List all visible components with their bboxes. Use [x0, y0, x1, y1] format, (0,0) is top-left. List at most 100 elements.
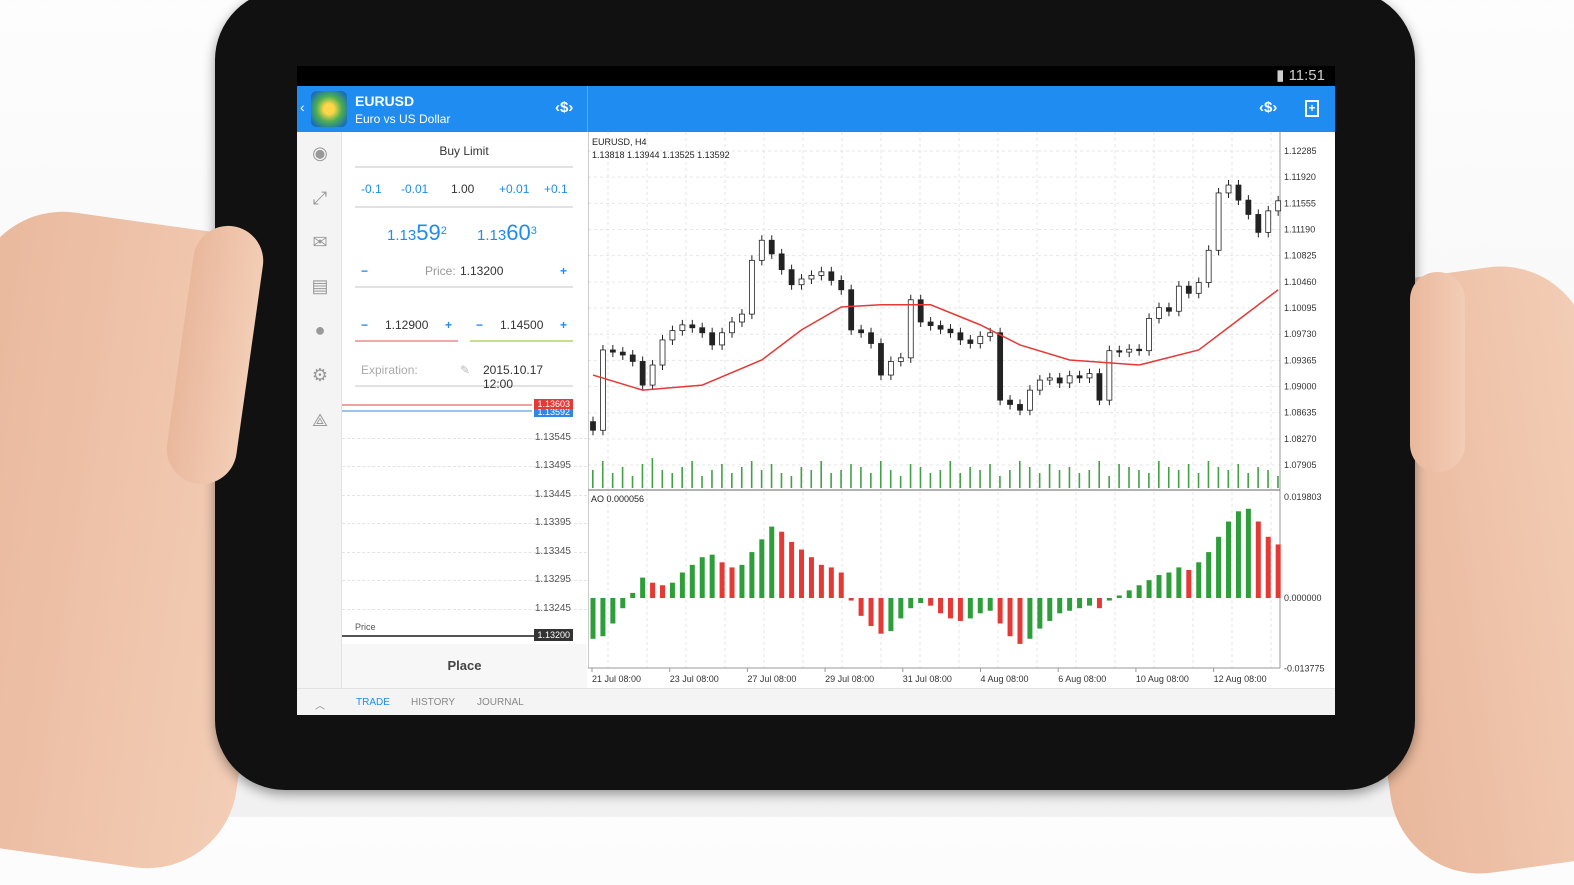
sl-minus-button[interactable]: − — [361, 318, 369, 332]
ao-bar — [1186, 569, 1192, 598]
candle-body — [947, 328, 954, 334]
y-tick-label: 1.11190 — [1284, 225, 1315, 235]
expiration-label: Expiration: — [361, 363, 418, 377]
tab-trade[interactable]: TRADE — [356, 697, 390, 708]
candle-body — [739, 313, 745, 323]
symbol-name[interactable]: EURUSD — [355, 93, 415, 109]
price-minus-button[interactable]: − — [361, 264, 369, 278]
ao-bar — [957, 598, 963, 621]
candle-body — [1007, 399, 1013, 405]
tab-journal[interactable]: JOURNAL — [477, 697, 524, 708]
ladder-level: 1.13345 — [342, 546, 587, 557]
settings-icon[interactable]: ⚙ — [311, 365, 329, 385]
price-input[interactable]: 1.13200 — [460, 264, 504, 278]
currency-exchange-icon[interactable]: ‹$› — [555, 99, 574, 116]
take-profit-stepper: − 1.14500 + — [470, 318, 573, 342]
bid-tag: 1.13592 — [534, 407, 573, 417]
ao-bar — [739, 564, 745, 598]
ao-bar — [1037, 598, 1043, 629]
bid-line — [342, 410, 532, 412]
moving-average-line — [592, 289, 1279, 391]
currency-exchange-icon[interactable]: ‹$› — [1259, 99, 1278, 116]
expiration-value[interactable]: 2015.10.17 12:00 — [483, 363, 544, 391]
candle-body — [1205, 249, 1212, 283]
candle-body — [957, 332, 964, 341]
ao-bar — [908, 598, 914, 609]
candle-body — [1245, 199, 1252, 215]
ladder-level: 1.13445 — [342, 489, 587, 500]
ao-bar — [600, 598, 606, 637]
volume-bar — [621, 467, 624, 488]
ao-bar — [1196, 562, 1202, 598]
ao-bar — [1265, 536, 1271, 598]
candle-body — [679, 324, 686, 332]
new-order-icon[interactable]: + — [1305, 100, 1319, 117]
pencil-icon: ✎ — [460, 363, 471, 377]
x-tick-label: 12 Aug 08:00 — [1214, 674, 1267, 684]
community-icon[interactable]: ⟁ — [311, 410, 329, 430]
sl-plus-button[interactable]: + — [444, 318, 452, 332]
volume-bar — [969, 467, 971, 488]
candle-body — [629, 354, 636, 362]
volume-plus-0.1[interactable]: +0.1 — [544, 182, 568, 196]
ao-bar — [1166, 572, 1172, 598]
order-type-select[interactable]: Buy Limit — [355, 144, 573, 168]
candle-body — [748, 259, 755, 315]
x-tick-label: 4 Aug 08:00 — [981, 674, 1029, 684]
price-chart[interactable]: 1.12285 1.11920 1.11555 1.11190 1.10825 1.104… — [588, 132, 1335, 688]
volume-bar — [721, 464, 723, 488]
take-profit-input[interactable]: 1.14500 — [500, 318, 544, 332]
volume-bar — [770, 464, 773, 488]
stop-loss-input[interactable]: 1.12900 — [385, 318, 429, 332]
ao-bar — [1087, 598, 1092, 606]
candle-body — [808, 274, 815, 280]
candle-body — [1096, 373, 1103, 401]
ao-bar — [759, 539, 765, 598]
candle-body — [1027, 389, 1033, 411]
ao-bar — [1077, 598, 1083, 609]
candle-body — [937, 325, 944, 330]
tp-plus-button[interactable]: + — [559, 318, 567, 332]
price-line[interactable] — [342, 635, 572, 637]
volume-bar — [820, 461, 822, 488]
y-tick-label: 1.08270 — [1284, 434, 1317, 444]
volume-minus-0.01[interactable]: -0.01 — [401, 182, 429, 196]
ao-bar — [689, 564, 695, 598]
chevron-up-icon[interactable]: ︿ — [315, 701, 325, 712]
expiration-field[interactable]: Expiration: ✎ 2015.10.17 12:00 — [355, 363, 573, 391]
trade-icon[interactable]: ⤢ — [312, 188, 328, 208]
mail-icon[interactable]: ✉ — [312, 232, 328, 252]
volume-plus-0.01[interactable]: +0.01 — [499, 182, 530, 196]
y-tick-label: 1.12285 — [1284, 146, 1317, 156]
battery-icon: ▮ — [1276, 67, 1289, 84]
ao-tick-label: 0.000000 — [1284, 593, 1322, 603]
place-button[interactable]: Place — [342, 644, 587, 688]
price-plus-button[interactable]: + — [559, 264, 567, 278]
candle-body — [639, 361, 646, 386]
candle-body — [758, 239, 765, 261]
volume-minus-0.1[interactable]: -0.1 — [361, 182, 382, 196]
candle-body — [619, 351, 626, 356]
ask-price: 1.13603 — [477, 220, 537, 246]
ao-bar — [630, 592, 636, 598]
news-icon[interactable]: ▤ — [311, 276, 329, 296]
account-icon[interactable]: ◉ — [312, 143, 328, 163]
chevron-left-icon[interactable]: ‹ — [300, 99, 305, 115]
candle-body — [1235, 184, 1242, 201]
volume-bar — [1247, 473, 1249, 488]
candle-body — [927, 321, 934, 326]
tab-history[interactable]: HISTORY — [411, 697, 456, 708]
volume-bar — [1277, 476, 1279, 488]
chart-title: EURUSD, H4 — [592, 137, 647, 147]
x-tick-label: 27 Jul 08:00 — [747, 674, 796, 684]
tp-minus-button[interactable]: − — [476, 318, 484, 332]
price-label: Price: — [425, 264, 456, 278]
chat-icon[interactable]: ● — [314, 320, 326, 340]
volume-input[interactable]: 1.00 — [451, 182, 475, 196]
volume-bar — [1167, 467, 1170, 488]
y-tick-label: 1.09730 — [1284, 329, 1317, 339]
candle-body — [868, 332, 874, 344]
volume-bar — [879, 461, 882, 488]
volume-bar — [850, 464, 852, 488]
ao-title: AO 0.000056 — [591, 494, 644, 504]
